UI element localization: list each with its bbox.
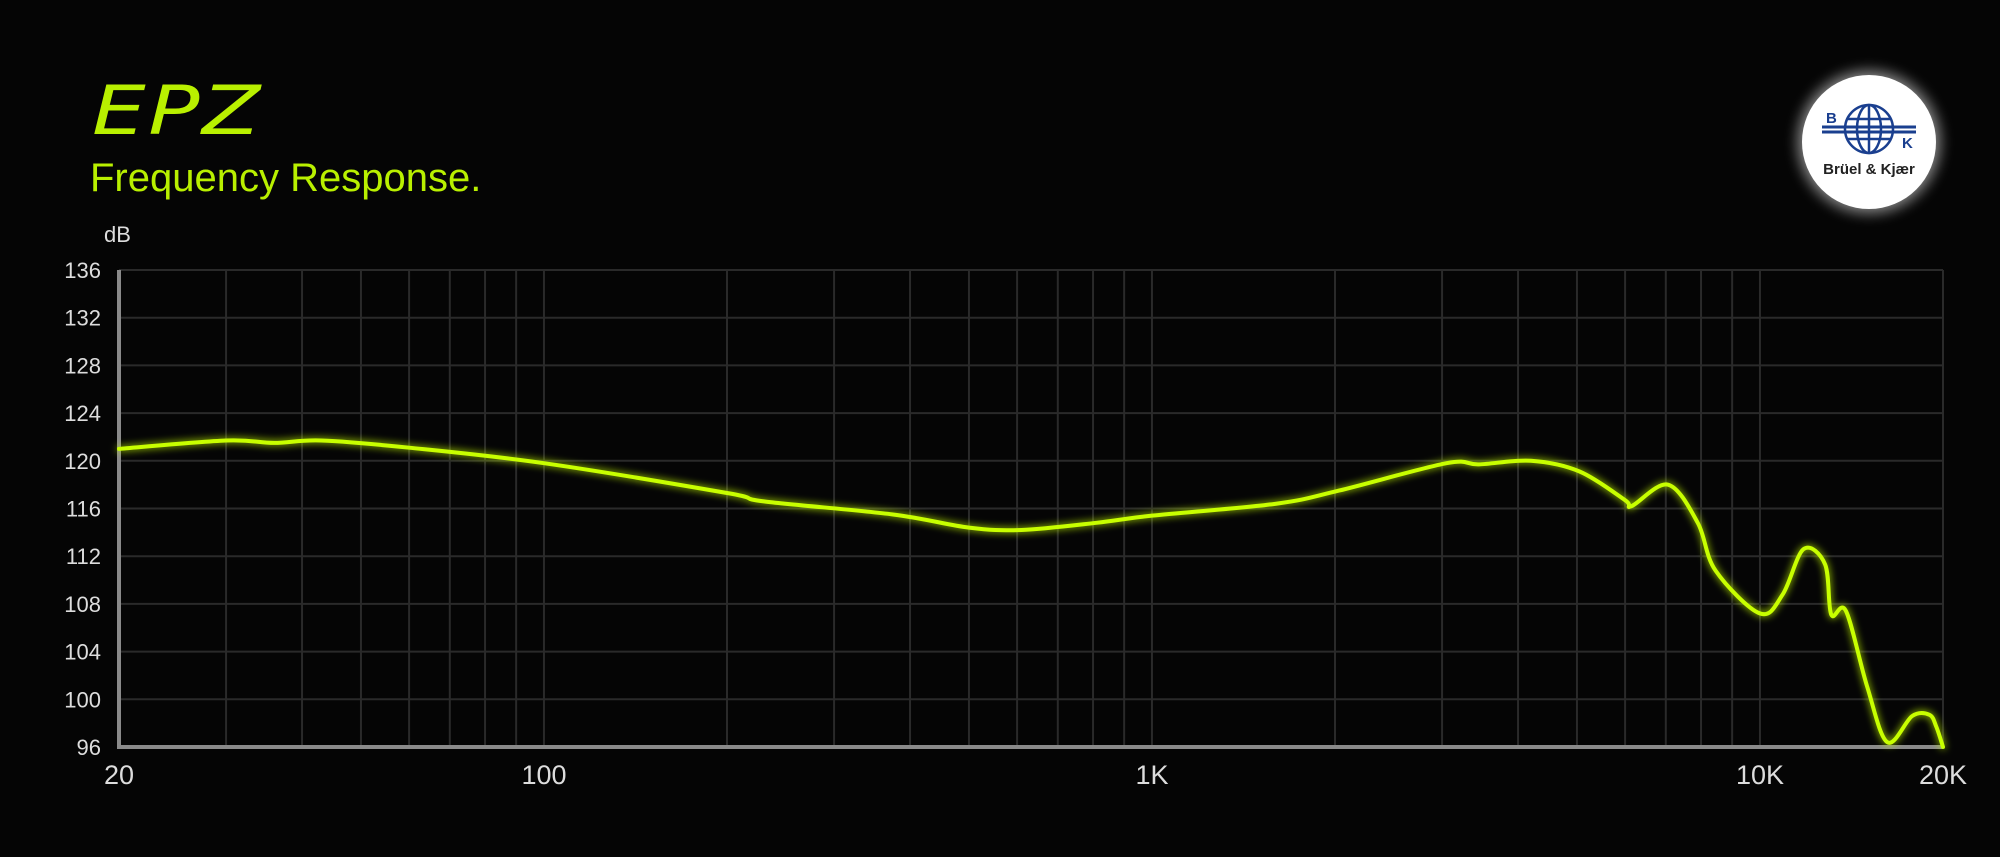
y-tick-label: 128 — [64, 353, 101, 378]
x-tick-label: 20 — [104, 760, 134, 790]
svg-text:K: K — [1902, 135, 1913, 152]
svg-text:B: B — [1826, 110, 1837, 127]
logo-text: Brüel & Kjær — [1823, 161, 1915, 178]
response-curve — [117, 438, 1945, 749]
x-tick-label: 10K — [1736, 760, 1784, 790]
y-tick-label: 120 — [64, 449, 101, 474]
x-tick-label: 100 — [521, 760, 566, 790]
y-tick-label: 124 — [64, 401, 101, 426]
globe-icon: B K — [1822, 103, 1916, 155]
y-tick-label: 132 — [64, 306, 101, 331]
y-tick-label: 100 — [64, 687, 101, 712]
bruel-kjaer-logo: B K Brüel & Kjær — [1802, 75, 1936, 209]
y-tick-label: 116 — [66, 497, 101, 522]
brand-logo-text: EPZ — [92, 72, 263, 151]
y-tick-label: 96 — [77, 735, 101, 760]
y-tick-label: 104 — [64, 640, 101, 665]
y-tick-label: 136 — [64, 258, 101, 283]
y-axis-label: dB — [104, 222, 131, 247]
y-tick-label: 108 — [64, 592, 101, 617]
x-tick-label: 20K — [1919, 760, 1967, 790]
x-tick-label: 1K — [1135, 760, 1168, 790]
chart-title: Frequency Response. — [90, 156, 482, 200]
y-tick-label: 112 — [66, 544, 101, 569]
